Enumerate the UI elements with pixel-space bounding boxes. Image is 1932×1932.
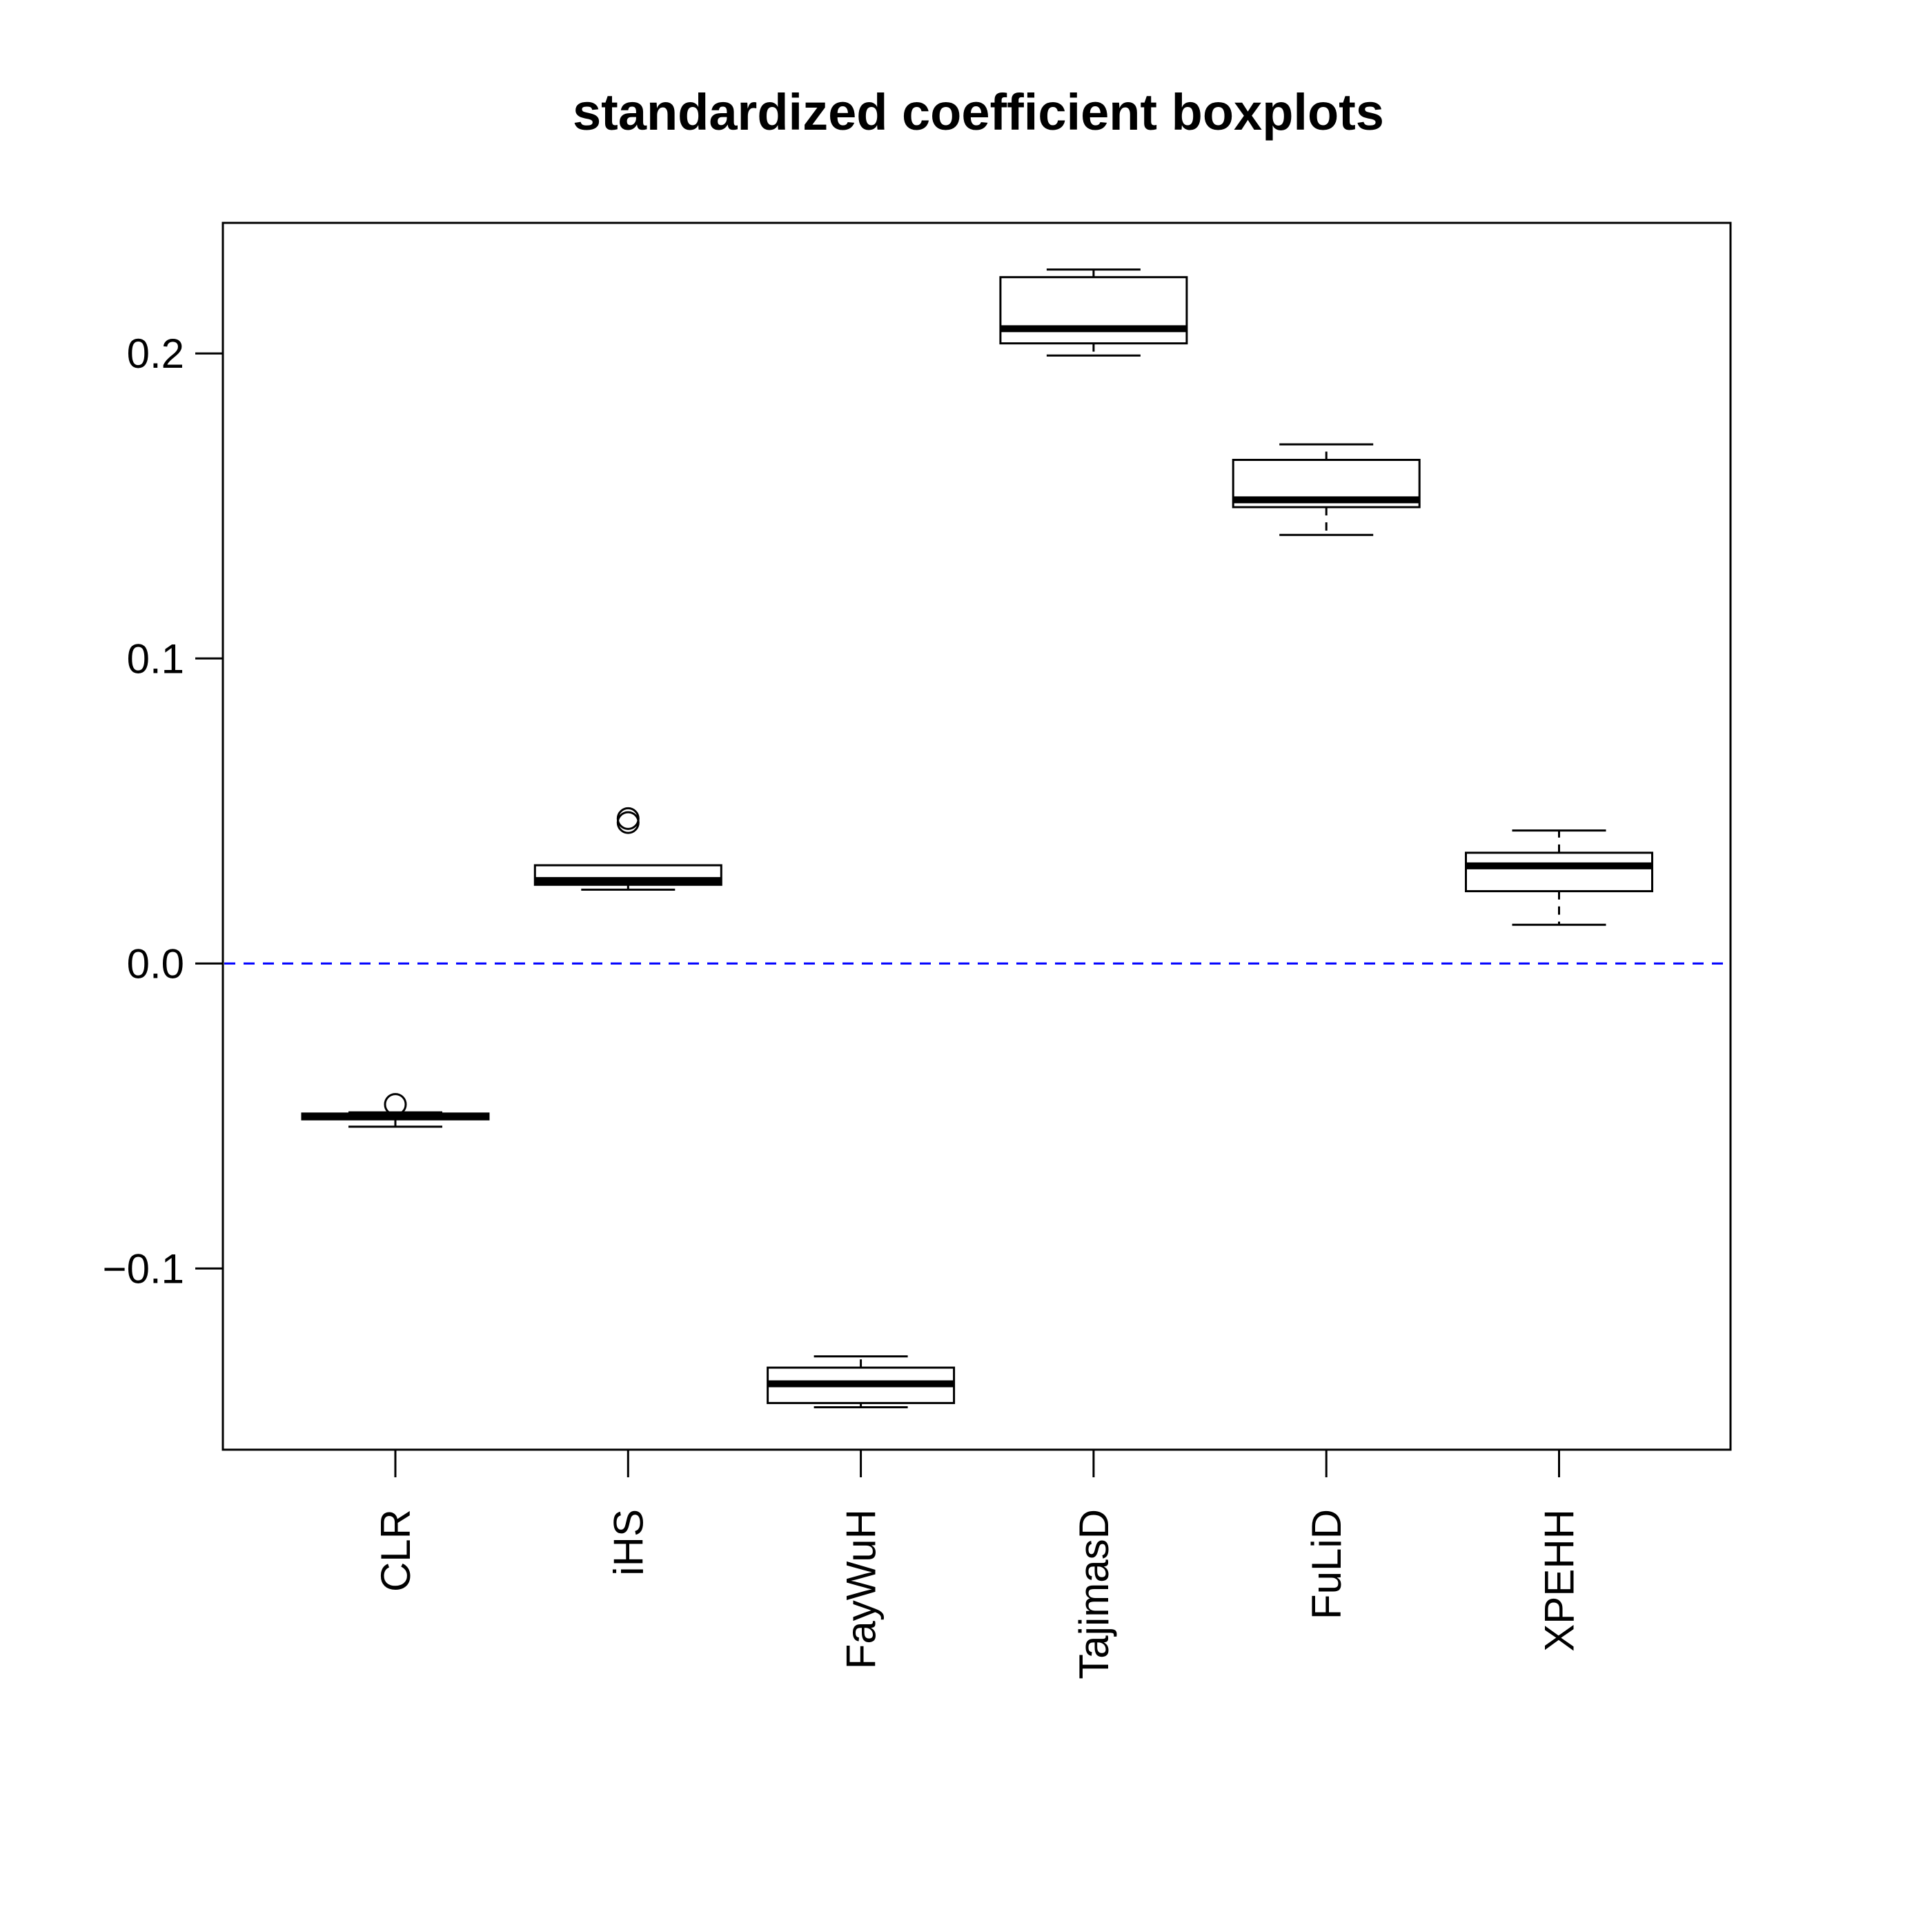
x-tick-label-tajimasd: TajimasD	[1071, 1509, 1117, 1679]
box-iqr	[1465, 851, 1653, 893]
box-tajimasd	[999, 268, 1188, 357]
boxes-layer	[301, 268, 1653, 1409]
x-tick-label-fulid: FuLiD	[1303, 1509, 1350, 1619]
x-tick-label-clr: CLR	[373, 1509, 419, 1592]
x-tick-label-faywuh: FayWuH	[838, 1509, 885, 1669]
y-tick-label: 0.2	[127, 331, 184, 377]
box-clr	[301, 1093, 490, 1128]
plot-area-frame	[221, 221, 1732, 1451]
box-faywuh	[767, 1355, 956, 1409]
box-fulid	[1232, 443, 1421, 536]
box-ihs	[533, 807, 722, 891]
x-tick-label-ihs: iHS	[605, 1509, 651, 1576]
x-tick-label-xpehh: XPEHH	[1537, 1509, 1583, 1652]
y-tick-label: −0.1	[103, 1245, 184, 1292]
box-iqr	[999, 276, 1188, 345]
y-tick-label: 0.1	[127, 635, 184, 682]
outlier-point	[384, 1093, 407, 1116]
y-axis: −0.1 0.0 0.1 0.2	[103, 331, 224, 1292]
x-axis: CLR iHS FayWuH TajimasD FuLiD XPEHH	[373, 1448, 1583, 1679]
box-xpehh	[1465, 829, 1653, 926]
outlier-point	[616, 807, 640, 830]
chart-title: standardized coefficient boxplots	[573, 83, 1384, 141]
y-tick-label: 0.0	[127, 940, 184, 987]
